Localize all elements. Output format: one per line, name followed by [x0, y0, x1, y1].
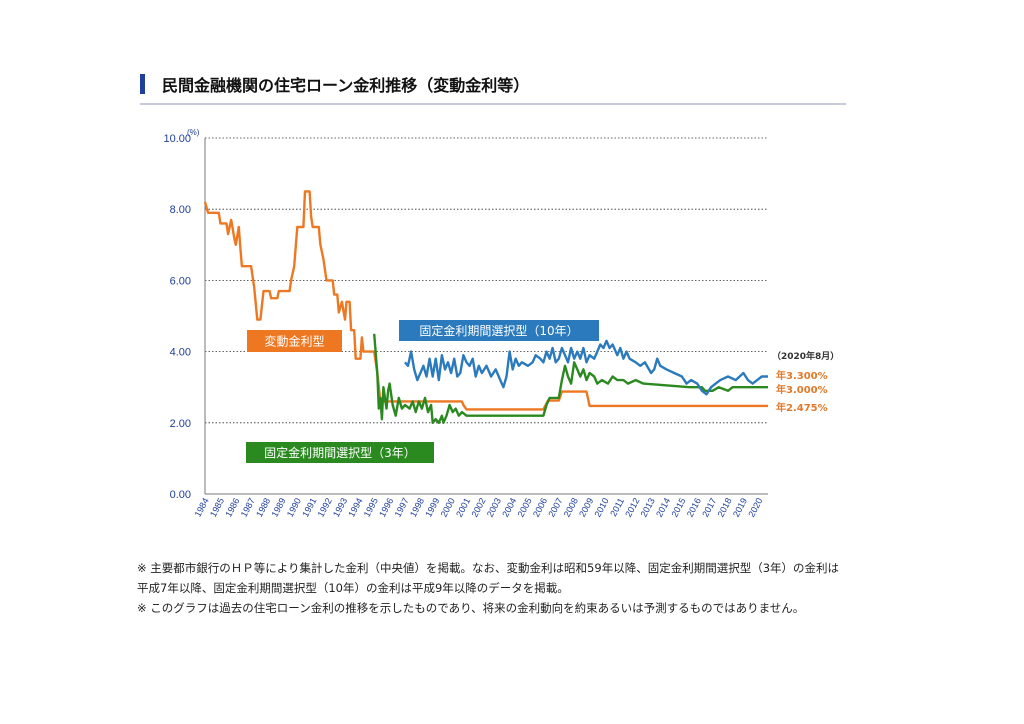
x-tick-label: 1998: [408, 496, 426, 518]
end-label-header: （2020年8月）: [772, 350, 839, 362]
x-tick-label: 2005: [516, 496, 534, 518]
footnotes: ※ 主要都市銀行のＨＰ等により集計した金利（中央値）を掲載。なお、変動金利は昭和…: [137, 558, 847, 618]
x-tick-label: 2019: [731, 496, 749, 518]
x-tick-label: 2013: [639, 496, 657, 518]
y-tick-label: 8.00: [170, 204, 191, 216]
x-tick-label: 2016: [685, 496, 703, 518]
footnote-2: ※ このグラフは過去の住宅ローン金利の推移を示したものであり、将来の金利動向を約…: [137, 601, 805, 615]
series-label-0: 変動金利型: [264, 334, 324, 349]
end-value-label-2: 年3.300%: [776, 369, 828, 382]
x-tick-label: 1989: [269, 496, 287, 518]
end-value-label-1: 年3.000%: [776, 383, 828, 396]
x-tick-label: 2012: [623, 496, 641, 518]
x-tick-label: 2002: [469, 496, 487, 518]
x-tick-label: 1995: [362, 496, 380, 518]
x-tick-label: 2006: [531, 496, 549, 518]
footnote-1: ※ 主要都市銀行のＨＰ等により集計した金利（中央値）を掲載。なお、変動金利は昭和…: [137, 561, 840, 595]
x-tick-label: 2007: [546, 496, 564, 518]
title-accent-bar: [140, 74, 145, 94]
y-axis-unit: (%): [187, 128, 200, 137]
x-tick-label: 2018: [716, 496, 734, 518]
series-line-1: [373, 333, 768, 424]
end-value-label-0: 年2.475%: [776, 401, 828, 414]
y-tick-label: 4.00: [170, 347, 191, 359]
page-title: 民間金融機関の住宅ローン金利推移（変動金利等）: [162, 76, 530, 95]
x-tick-label: 2001: [454, 496, 472, 518]
y-axis-tick-labels: 0.00 2.00 4.00 6.00 8.00 10.00: [163, 133, 191, 501]
x-tick-label: 1987: [239, 496, 257, 518]
x-tick-label: 2009: [577, 496, 595, 518]
y-tick-label: 2.00: [170, 418, 191, 430]
x-tick-label: 1996: [377, 496, 395, 518]
x-tick-label: 1991: [300, 496, 318, 518]
x-tick-label: 1999: [423, 496, 441, 518]
series-label-box-2: [399, 320, 599, 341]
x-tick-label: 2014: [654, 496, 672, 518]
series-label-2: 固定金利期間選択型（10年）: [419, 323, 578, 338]
x-tick-label: 2004: [500, 496, 518, 518]
series-label-1: 固定金利期間選択型（3年）: [264, 445, 416, 460]
x-tick-label: 1993: [331, 496, 349, 518]
end-value-labels: （2020年8月） 年3.300%年3.000% 年2.475%: [772, 350, 839, 414]
series-label-box-1: [246, 442, 434, 463]
x-tick-label: 1997: [393, 496, 411, 518]
page-header: 民間金融機関の住宅ローン金利推移（変動金利等）: [140, 68, 846, 106]
grid-lines: [205, 137, 768, 424]
x-tick-label: 1986: [223, 496, 241, 518]
x-tick-label: 2020: [746, 496, 764, 518]
x-tick-label: 2003: [485, 496, 503, 518]
x-tick-label: 1988: [254, 496, 272, 518]
y-tick-label: 0.00: [170, 489, 191, 501]
x-axis-tick-labels: 1984198519861987198819891990199119921993…: [193, 496, 765, 518]
x-tick-label: 1994: [346, 496, 364, 518]
x-tick-label: 2008: [562, 496, 580, 518]
series-line-2: [404, 339, 768, 396]
x-tick-label: 2000: [439, 496, 457, 518]
axes: [204, 138, 768, 495]
title-divider: [140, 103, 846, 105]
y-tick-label: 6.00: [170, 275, 191, 287]
x-tick-label: 1992: [316, 496, 334, 518]
x-tick-label: 2010: [592, 496, 610, 518]
series-line-0: [203, 190, 768, 411]
x-tick-label: 1984: [193, 496, 211, 518]
x-tick-label: 1985: [208, 496, 226, 518]
x-tick-label: 2017: [700, 496, 718, 518]
series-label-box-0: [247, 330, 342, 352]
series-lines: [203, 190, 768, 424]
x-tick-label: 2015: [669, 496, 687, 518]
x-tick-label: 1990: [285, 496, 303, 518]
y-tick-label: 10.00: [163, 133, 191, 145]
